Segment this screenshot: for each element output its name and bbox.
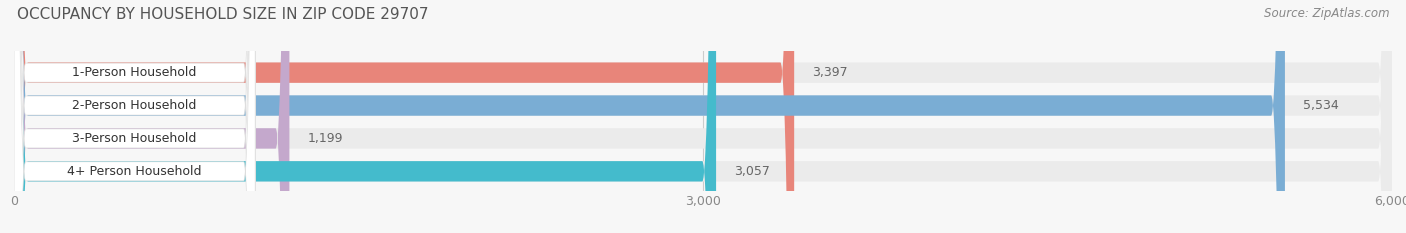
Text: 3-Person Household: 3-Person Household — [73, 132, 197, 145]
Text: Source: ZipAtlas.com: Source: ZipAtlas.com — [1264, 7, 1389, 20]
FancyBboxPatch shape — [14, 0, 794, 233]
Text: OCCUPANCY BY HOUSEHOLD SIZE IN ZIP CODE 29707: OCCUPANCY BY HOUSEHOLD SIZE IN ZIP CODE … — [17, 7, 429, 22]
FancyBboxPatch shape — [14, 0, 256, 233]
FancyBboxPatch shape — [14, 0, 1392, 233]
Text: 1-Person Household: 1-Person Household — [73, 66, 197, 79]
FancyBboxPatch shape — [14, 0, 1392, 233]
Text: 3,397: 3,397 — [813, 66, 848, 79]
Text: 3,057: 3,057 — [734, 165, 770, 178]
Text: 1,199: 1,199 — [308, 132, 343, 145]
Text: 5,534: 5,534 — [1303, 99, 1339, 112]
FancyBboxPatch shape — [14, 0, 256, 233]
Text: 4+ Person Household: 4+ Person Household — [67, 165, 202, 178]
FancyBboxPatch shape — [14, 0, 256, 233]
Text: 2-Person Household: 2-Person Household — [73, 99, 197, 112]
FancyBboxPatch shape — [14, 0, 1392, 233]
FancyBboxPatch shape — [14, 0, 1392, 233]
FancyBboxPatch shape — [14, 0, 1285, 233]
FancyBboxPatch shape — [14, 0, 290, 233]
FancyBboxPatch shape — [14, 0, 256, 233]
FancyBboxPatch shape — [14, 0, 716, 233]
